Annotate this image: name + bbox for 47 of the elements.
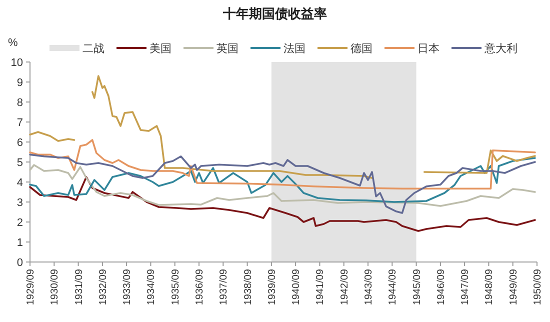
line-series [29, 157, 536, 203]
x-tick-label: 1941/09 [315, 268, 326, 306]
legend-label: 日本 [418, 42, 440, 55]
x-tick-label: 1946/09 [436, 268, 447, 306]
x-tick-label: 1940/09 [291, 268, 302, 306]
y-tick-label: 8 [16, 97, 23, 109]
x-tick-label: 1936/09 [194, 268, 206, 306]
y-tick-label: 2 [16, 217, 23, 229]
x-tick-label: 1948/09 [484, 268, 496, 306]
x-tick-label: 1944/09 [388, 268, 399, 306]
x-tick-label: 1937/09 [218, 268, 230, 306]
x-tick-label: 1934/09 [146, 268, 158, 306]
x-tick-label: 1939/09 [266, 268, 278, 306]
legend-label: 德国 [350, 43, 372, 55]
x-tick-label: 1942/09 [339, 268, 350, 306]
y-tick-label: 10 [10, 57, 23, 69]
y-tick-label: 9 [16, 77, 23, 89]
x-tick-label: 1943/09 [364, 268, 374, 306]
x-tick-label: 1949/09 [508, 268, 520, 306]
x-tick-label: 1950/09 [532, 268, 544, 306]
y-tick-label: 0 [16, 257, 23, 269]
x-tick-label: 1930/09 [50, 268, 61, 306]
y-tick-label: 6 [16, 137, 23, 149]
legend-label: 二战 [82, 43, 104, 55]
legend-label: 美国 [150, 42, 172, 55]
y-tick-label: 1 [16, 237, 23, 249]
line-series [29, 139, 536, 190]
x-tick-label: 1935/09 [170, 268, 182, 306]
x-tick-label: 1929/09 [26, 268, 36, 306]
line-series [29, 154, 536, 214]
line-series [29, 164, 536, 207]
x-tick-label: 1931/09 [74, 268, 85, 306]
x-tick-label: 1932/09 [98, 268, 109, 306]
x-tick-label: 1938/09 [242, 268, 254, 306]
line-series [29, 176, 536, 232]
chart-title: 十年期国债收益率 [222, 6, 327, 21]
legend-label: 法国 [284, 42, 306, 55]
y-axis-title: % [8, 37, 18, 49]
legend-label: 意大利 [484, 42, 518, 55]
y-tick-label: 5 [16, 157, 23, 169]
x-tick-label: 1945/09 [412, 268, 423, 306]
y-tick-label: 7 [16, 117, 23, 129]
x-tick-label: 1933/09 [122, 268, 134, 306]
y-tick-label: 4 [16, 177, 23, 189]
legend-label: 英国 [216, 42, 238, 55]
x-tick-label: 1947/09 [460, 268, 472, 306]
y-tick-label: 3 [16, 197, 23, 209]
